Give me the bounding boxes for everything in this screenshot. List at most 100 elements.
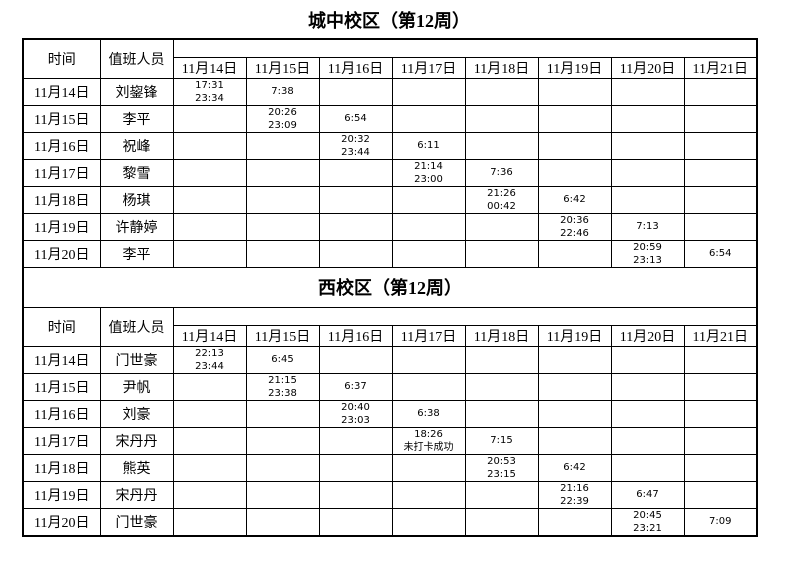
duty-person-cell: 尹帆 — [99, 372, 174, 401]
checkin-time-cell — [537, 507, 612, 536]
checkin-time-cell — [610, 185, 685, 214]
duty-row: 11月17日 宋丹丹 18:26 未打卡成功 7:15 — [22, 426, 758, 455]
campus-title-central: 城中校区（第12周） — [308, 11, 470, 31]
checkin-time-cell: 22:13 23:44 — [172, 345, 247, 374]
checkin-time-cell — [245, 507, 320, 536]
header-spacer-cell — [172, 306, 758, 326]
date-header-cell: 11月21日 — [683, 324, 758, 347]
checkin-time-cell — [683, 77, 758, 106]
duty-date-cell: 11月19日 — [22, 212, 101, 241]
checkin-time-cell — [245, 426, 320, 455]
checkin-time-cell: 17:31 23:34 — [172, 77, 247, 106]
duty-row: 11月17日 黎雪 21:14 23:00 7:36 — [22, 158, 758, 187]
duty-person-cell: 宋丹丹 — [99, 426, 174, 455]
date-header-cell: 11月18日 — [464, 324, 539, 347]
date-header-cell: 11月16日 — [318, 56, 393, 79]
date-header-cell: 11月18日 — [464, 56, 539, 79]
checkin-time-cell — [318, 453, 393, 482]
checkin-time-cell — [391, 345, 466, 374]
checkin-time-cell — [245, 131, 320, 160]
checkin-time-cell — [464, 345, 539, 374]
duty-person-cell: 刘鋆锋 — [99, 77, 174, 106]
section-title-row: 西校区（第12周） — [22, 266, 758, 308]
checkin-time-cell — [683, 480, 758, 509]
date-header-cell: 11月20日 — [610, 324, 685, 347]
checkin-time-cell — [464, 212, 539, 241]
duty-row: 11月14日 门世豪 22:13 23:44 6:45 — [22, 345, 758, 374]
checkin-time-cell — [391, 239, 466, 268]
checkin-time-cell — [172, 158, 247, 187]
checkin-time-cell — [683, 345, 758, 374]
date-header-cell: 11月14日 — [172, 56, 247, 79]
duty-date-cell: 11月20日 — [22, 239, 101, 268]
checkin-time-cell — [172, 104, 247, 133]
checkin-time-cell: 20:59 23:13 — [610, 239, 685, 268]
checkin-time-cell: 6:38 — [391, 399, 466, 428]
date-header-cell: 11月14日 — [172, 324, 247, 347]
checkin-time-cell — [318, 77, 393, 106]
duty-date-cell: 11月17日 — [22, 426, 101, 455]
checkin-time-cell — [537, 399, 612, 428]
checkin-time-cell: 21:26 00:42 — [464, 185, 539, 214]
date-header-cell: 11月15日 — [245, 56, 320, 79]
checkin-time-cell — [537, 345, 612, 374]
checkin-time-cell — [318, 507, 393, 536]
duty-person-cell: 李平 — [99, 104, 174, 133]
checkin-time-cell: 20:40 23:03 — [318, 399, 393, 428]
checkin-time-cell — [318, 345, 393, 374]
checkin-time-cell — [610, 453, 685, 482]
checkin-time-cell — [245, 399, 320, 428]
checkin-time-cell — [610, 158, 685, 187]
checkin-time-cell — [610, 372, 685, 401]
date-header-cell: 11月17日 — [391, 324, 466, 347]
header-row-dates: 11月14日 11月15日 11月16日 11月17日 11月18日 11月19日 11月2… — [23, 56, 758, 79]
duty-date-cell: 11月16日 — [22, 131, 101, 160]
checkin-time-cell — [683, 399, 758, 428]
checkin-time-cell — [391, 372, 466, 401]
checkin-time-cell — [537, 104, 612, 133]
checkin-time-cell — [245, 480, 320, 509]
checkin-time-cell — [537, 372, 612, 401]
duty-date-cell: 11月14日 — [22, 77, 101, 106]
checkin-time-cell — [172, 372, 247, 401]
checkin-time-cell — [318, 480, 393, 509]
duty-person-cell: 祝峰 — [99, 131, 174, 160]
checkin-time-cell — [464, 507, 539, 536]
checkin-time-cell: 21:14 23:00 — [391, 158, 466, 187]
checkin-time-cell: 20:32 23:44 — [318, 131, 393, 160]
checkin-time-cell — [610, 345, 685, 374]
header-person: 值班人员 — [99, 306, 174, 347]
checkin-time-cell: 7:13 — [610, 212, 685, 241]
duty-person-cell: 许静婷 — [99, 212, 174, 241]
checkin-time-cell — [464, 239, 539, 268]
checkin-time-cell: 6:54 — [683, 239, 758, 268]
date-header-cell: 11月20日 — [610, 56, 685, 79]
checkin-time-cell — [464, 372, 539, 401]
checkin-time-cell — [683, 426, 758, 455]
checkin-time-cell: 6:54 — [318, 104, 393, 133]
checkin-time-cell — [172, 131, 247, 160]
checkin-time-cell — [683, 185, 758, 214]
checkin-time-cell — [172, 399, 247, 428]
checkin-time-cell — [610, 426, 685, 455]
checkin-time-cell — [683, 104, 758, 133]
duty-date-cell: 11月14日 — [22, 345, 101, 374]
checkin-time-cell — [537, 131, 612, 160]
duty-date-cell: 11月15日 — [22, 372, 101, 401]
checkin-time-cell — [245, 239, 320, 268]
checkin-time-cell — [245, 212, 320, 241]
date-header-cell: 11月16日 — [318, 324, 393, 347]
duty-row: 11月16日 祝峰 20:32 23:44 6:11 — [22, 131, 758, 160]
checkin-time-cell: 20:45 23:21 — [610, 507, 685, 536]
checkin-time-cell — [683, 158, 758, 187]
checkin-time-cell: 6:45 — [245, 345, 320, 374]
checkin-time-cell — [172, 507, 247, 536]
checkin-time-cell: 6:42 — [537, 453, 612, 482]
checkin-time-cell — [610, 399, 685, 428]
checkin-time-cell — [318, 239, 393, 268]
duty-date-cell: 11月15日 — [22, 104, 101, 133]
duty-date-cell: 11月18日 — [22, 185, 101, 214]
date-header-cell: 11月19日 — [537, 324, 612, 347]
checkin-time-cell — [683, 131, 758, 160]
checkin-time-cell — [537, 158, 612, 187]
